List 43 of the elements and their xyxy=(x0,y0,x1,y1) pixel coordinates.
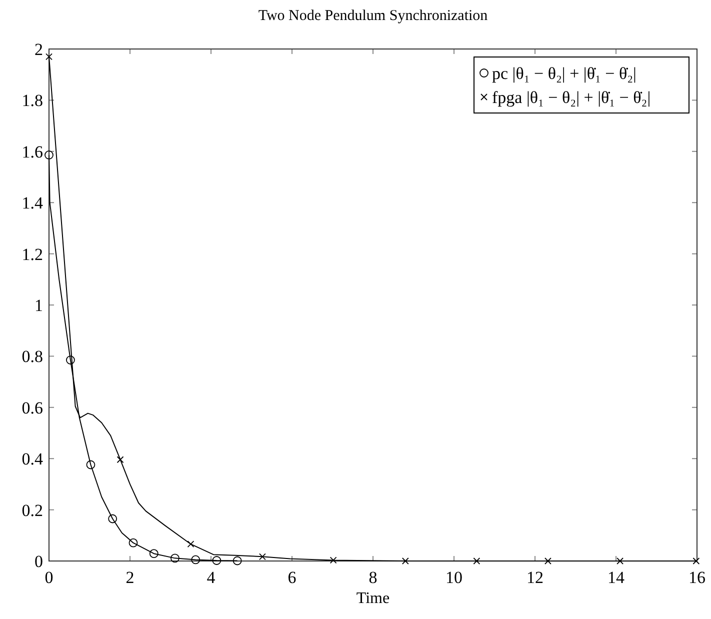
x-tick-label: 2 xyxy=(126,568,134,587)
x-tick-label: 6 xyxy=(288,568,296,587)
point xyxy=(330,556,337,564)
y-tick-label: 1.2 xyxy=(22,244,43,264)
y-tick-label: 1.6 xyxy=(22,142,43,162)
point xyxy=(544,558,552,564)
x-axis-title: Time xyxy=(356,590,390,607)
point xyxy=(187,540,194,548)
point xyxy=(402,558,409,564)
y-tick-label: 1.8 xyxy=(22,91,43,110)
legend-label: pc |θ₁ − θ₂| + |θ̇₁ − θ̇₂| xyxy=(492,64,636,83)
y-tick-label: 1.4 xyxy=(22,194,44,213)
y-tick-label: 0.8 xyxy=(22,347,43,366)
y-tick-label: 1 xyxy=(34,296,43,315)
point xyxy=(44,150,54,160)
point xyxy=(46,53,52,60)
point xyxy=(66,356,75,364)
point xyxy=(258,553,266,560)
x-tick-label: 16 xyxy=(688,568,706,587)
point xyxy=(473,558,480,564)
point xyxy=(212,556,222,565)
point xyxy=(149,549,158,558)
chart-title: Two Node Pendulum Synchronization xyxy=(258,8,488,24)
point xyxy=(170,554,180,563)
point xyxy=(616,558,624,564)
y-tick-label: 0.6 xyxy=(22,398,43,418)
point xyxy=(86,460,96,470)
point xyxy=(116,456,124,464)
y-tick-label: 2 xyxy=(34,40,43,59)
point xyxy=(191,555,200,564)
point xyxy=(128,538,138,548)
y-tick-label: 0 xyxy=(34,552,43,571)
x-tick-label: 12 xyxy=(526,568,544,587)
x-tick-label: 10 xyxy=(446,568,462,587)
point xyxy=(232,556,242,566)
point xyxy=(108,514,118,524)
x-tick-label: 14 xyxy=(608,568,625,587)
y-tick-label: 0.4 xyxy=(22,450,44,469)
point xyxy=(692,558,700,564)
x-tick-label: 4 xyxy=(206,568,216,587)
x-tick-label: 8 xyxy=(368,568,378,587)
legend-label: fpga |θ₁ − θ₂| + |θ̇₁ − θ̇₂| xyxy=(492,88,651,107)
y-tick-label: 0.2 xyxy=(22,500,43,520)
